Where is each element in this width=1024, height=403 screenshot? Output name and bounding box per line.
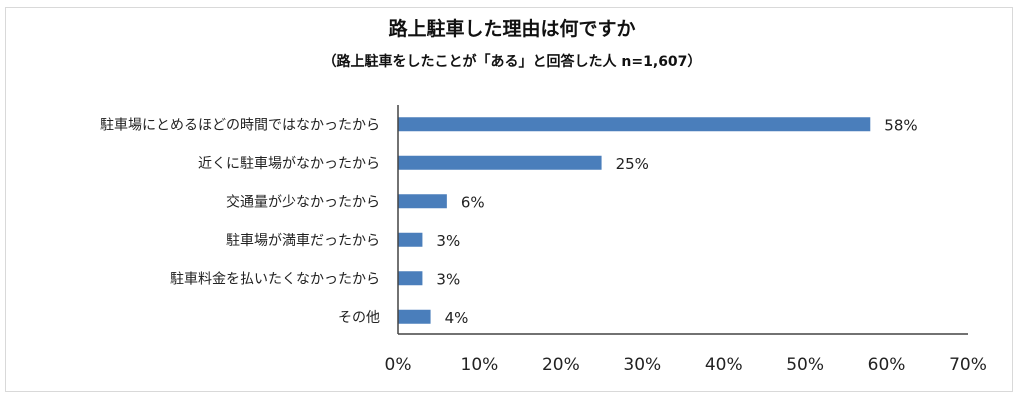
bar bbox=[398, 232, 423, 247]
x-tick-label: 40% bbox=[705, 355, 743, 375]
bar bbox=[398, 309, 431, 324]
data-label: 58% bbox=[884, 116, 917, 134]
bar bbox=[398, 117, 871, 132]
category-label: 駐車場にとめるほどの時間ではなかったから bbox=[100, 116, 380, 133]
chart-frame bbox=[5, 7, 1013, 392]
data-label: 25% bbox=[616, 155, 649, 173]
x-tick-label: 20% bbox=[542, 355, 580, 375]
data-label: 6% bbox=[461, 193, 485, 211]
chart-subtitle: （路上駐車をしたことが「ある」と回答した人 n=1,607） bbox=[323, 53, 702, 70]
category-label: その他 bbox=[338, 310, 380, 326]
category-label: 駐車場が満車だったから bbox=[226, 232, 380, 249]
bar bbox=[398, 194, 447, 209]
x-tick-label: 30% bbox=[623, 355, 661, 375]
x-tick-label: 0% bbox=[385, 355, 412, 375]
category-label: 近くに駐車場がなかったから bbox=[198, 155, 380, 172]
bar bbox=[398, 271, 423, 286]
bar bbox=[398, 155, 602, 170]
category-label: 交通量が少なかったから bbox=[226, 193, 380, 210]
chart-title: 路上駐車した理由は何ですか bbox=[388, 17, 635, 40]
x-tick-label: 10% bbox=[461, 355, 499, 375]
x-tick-label: 70% bbox=[949, 355, 987, 375]
data-label: 3% bbox=[436, 270, 460, 288]
data-label: 4% bbox=[445, 309, 469, 327]
x-tick-label: 60% bbox=[868, 355, 906, 375]
data-label: 3% bbox=[436, 232, 460, 250]
category-label: 駐車料金を払いたくなかったから bbox=[170, 270, 380, 287]
x-tick-label: 50% bbox=[786, 355, 824, 375]
